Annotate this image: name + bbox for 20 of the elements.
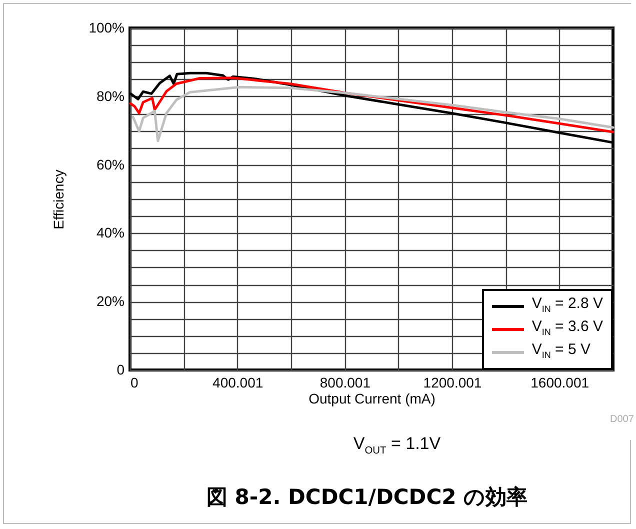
x-tick-label: 0: [130, 374, 138, 390]
text: D007: [610, 414, 634, 425]
legend-label: V$_{IN}$ = 5 V: [532, 341, 590, 362]
x-axis-title: Output Current (mA): [308, 390, 436, 406]
y-tick-label: 80%: [96, 88, 124, 104]
x-tick-label: 400.001: [212, 374, 264, 390]
y-tick-label: 40%: [96, 224, 124, 241]
legend-label: V$_{IN}$ = 2.8 V: [532, 295, 603, 316]
y-tick-label: 20%: [96, 293, 124, 310]
y-tick-label: 0: [116, 362, 125, 378]
text: 図 8-2. DCDC1/DCDC2 の効率: [205, 484, 529, 511]
x-tick-label: 800.001: [320, 374, 371, 390]
legend-label: V$_{IN}$ = 3.6 V: [532, 318, 603, 339]
text: V$_{OUT}$ = 1.1V: [352, 434, 442, 456]
y-tick-label: 100%: [88, 20, 124, 36]
x-tick-label: 1600.001: [530, 374, 590, 390]
y-tick-label: 60%: [96, 156, 124, 172]
y-axis-title: Efficiency: [50, 170, 67, 230]
line-series: [132, 86, 614, 142]
x-tick-label: 1200.001: [423, 374, 482, 390]
